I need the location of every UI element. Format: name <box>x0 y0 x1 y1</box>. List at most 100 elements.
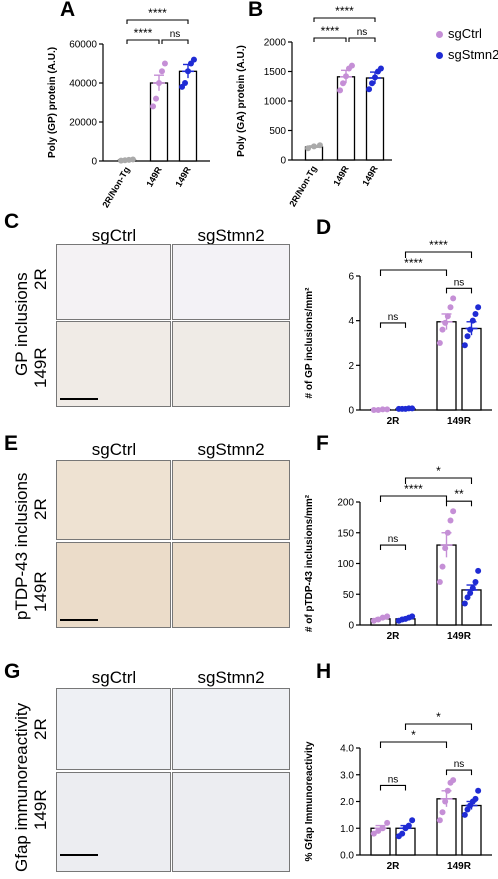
F-sig-label: ns <box>388 534 399 545</box>
B-sig-bracket <box>348 37 376 42</box>
H-ytick-label: 1.0 <box>340 824 354 835</box>
D-ylabel: # of GP inclusions/mm² <box>304 287 315 399</box>
F-sig-bracket <box>445 500 473 507</box>
panel-letter-h: H <box>316 660 332 683</box>
g-col-header-sgctrl: sgCtrl <box>91 668 137 687</box>
D-sig-label: **** <box>429 238 448 252</box>
H-ylabel: % Gfap Immunoreactivity <box>304 741 315 861</box>
F-point-g0-s1 <box>409 613 416 620</box>
e-image-2r-sgctrl <box>56 460 171 540</box>
panel-letter-a: A <box>60 0 76 21</box>
B-xtick-label: 149R <box>360 164 380 188</box>
A-ytick-label: 60000 <box>69 40 97 51</box>
F-ytick-label: 100 <box>337 559 354 570</box>
F-ytick-label: 0 <box>348 621 354 632</box>
F-sig-label: **** <box>404 482 423 496</box>
c-col-header-sgctrl: sgCtrl <box>91 226 137 245</box>
A-point-b1 <box>153 95 160 102</box>
F-point-g1-s1 <box>472 578 479 585</box>
H-point-g0-s0 <box>370 830 377 837</box>
g-scale-bar <box>60 854 98 856</box>
D-point-g1-s0 <box>439 326 446 333</box>
D-point-g0-s0 <box>370 407 377 413</box>
H-ytick-label: 0.0 <box>340 851 354 862</box>
D-point-g0-s0 <box>384 406 391 413</box>
F-sig-bracket <box>379 544 407 551</box>
A-sig-bracket <box>161 39 189 44</box>
H-ytick-label: 3.0 <box>340 770 354 781</box>
g-image-2r-sgctrl <box>56 688 171 770</box>
B-ytick-label: 0 <box>280 156 286 167</box>
c-image-2r-sgstmn2 <box>172 244 290 320</box>
D-sig-label: ns <box>388 312 399 323</box>
A-bar-b1 <box>149 82 169 162</box>
F-point-g1-s0 <box>442 545 449 552</box>
B-point-b1 <box>337 87 344 94</box>
panel-letter-e: E <box>4 432 19 455</box>
B-ytick-label: 2000 <box>264 38 287 49</box>
H-ytick-label: 2.0 <box>340 797 354 808</box>
D-point-g1-s0 <box>442 319 449 326</box>
F-xtick-label: 2R <box>387 631 401 642</box>
panel-letter-d: D <box>316 216 332 239</box>
F-ytick-label: 150 <box>337 528 354 539</box>
H-sig-label: * <box>436 710 441 724</box>
F-ylabel: # of pTDP-43 inclusions/mm² <box>304 494 315 632</box>
A-xtick-label: 149R <box>173 165 193 189</box>
g-image-149r-sgstmn2 <box>172 772 290 872</box>
c-scale-bar <box>60 398 98 400</box>
D-point-g1-s1 <box>472 310 479 317</box>
c-image-149r-sgctrl <box>56 321 171 407</box>
B-sig-label: ns <box>357 27 368 38</box>
A-ytick-label: 20000 <box>69 118 97 129</box>
H-bar-g0-s1 <box>395 827 416 856</box>
H-sig-label: * <box>411 728 416 742</box>
D-sig-bracket <box>404 251 473 258</box>
H-sig-bracket <box>404 723 473 730</box>
D-point-g1-s1 <box>464 333 471 340</box>
F-point-g1-s1 <box>475 567 482 574</box>
B-xtick-label: 149R <box>331 164 351 188</box>
D-point-g1-s0 <box>450 295 457 302</box>
D-point-g1-s1 <box>467 326 474 333</box>
panel-letter-c: C <box>4 210 20 233</box>
H-sig-label: ns <box>388 774 399 785</box>
D-sig-label: ns <box>454 277 465 288</box>
D-sig-bracket <box>379 322 407 328</box>
legend-dot-sgstmn2 <box>436 52 443 59</box>
panel-letter-f: F <box>316 432 329 455</box>
D-point-g1-s1 <box>461 342 468 349</box>
F-point-g1-s0 <box>450 508 457 515</box>
F-point-g1-s0 <box>436 578 443 585</box>
e-image-2r-sgstmn2 <box>172 460 290 540</box>
F-point-g1-s0 <box>447 517 454 524</box>
H-point-g0-s1 <box>409 817 416 824</box>
H-point-g1-s0 <box>436 817 443 824</box>
c-image-149r-sgstmn2 <box>172 321 290 407</box>
H-point-g1-s1 <box>475 787 482 794</box>
B-ytick-label: 1500 <box>264 67 287 78</box>
H-sig-bracket <box>445 769 473 776</box>
D-point-g0-s1 <box>409 405 416 412</box>
A-xtick-label: 2R/Non-Tg <box>100 165 131 209</box>
B-point-b2 <box>369 80 376 87</box>
A-point-b2 <box>190 56 197 63</box>
D-ytick-label: 4 <box>348 316 354 327</box>
D-sig-bracket <box>445 287 473 294</box>
legend-label-sgctrl: sgCtrl <box>448 26 482 41</box>
B-ylabel: Poly (GA) protein (A.U.) <box>236 45 247 157</box>
F-sig-label: ** <box>454 487 464 501</box>
F-point-g0-s0 <box>384 613 391 620</box>
A-point-b2 <box>182 80 189 86</box>
D-sig-label: **** <box>404 256 423 270</box>
F-sig-bracket <box>379 495 448 502</box>
D-xtick-label: 2R <box>387 416 401 427</box>
e-image-149r-sgstmn2 <box>172 542 290 628</box>
D-ytick-label: 2 <box>348 361 354 372</box>
e-image-149r-sgctrl <box>56 542 171 628</box>
H-point-g0-s1 <box>399 830 406 837</box>
B-point-b2 <box>366 86 373 93</box>
D-point-g1-s0 <box>436 340 443 346</box>
A-point-b1 <box>150 103 157 110</box>
